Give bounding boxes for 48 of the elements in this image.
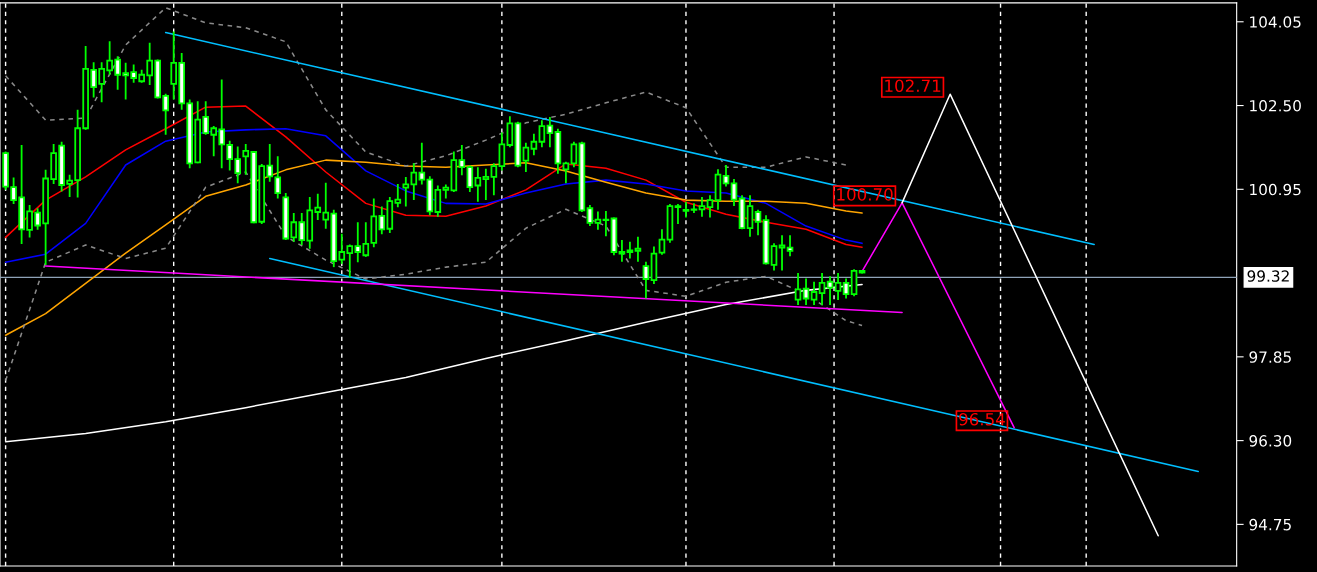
candlestick — [642, 260, 650, 300]
candlestick — [602, 210, 610, 238]
y-tick-label: 100.95 — [1250, 183, 1301, 196]
candlestick — [746, 194, 754, 238]
candlestick — [834, 272, 842, 302]
candlestick — [754, 208, 762, 237]
candlestick — [538, 119, 546, 149]
candlestick — [850, 268, 858, 298]
candlestick — [730, 178, 738, 207]
candlestick — [778, 234, 786, 272]
line-series — [4, 6, 847, 168]
candlestick — [490, 162, 498, 197]
y-tick-label: 97.85 — [1249, 351, 1291, 363]
candlestick — [378, 205, 386, 236]
candlestick — [522, 141, 530, 173]
ref-line-label: 99.32 — [1247, 270, 1289, 282]
y-tick-label: 104.05 — [1250, 16, 1301, 28]
candlestick — [546, 115, 554, 149]
candlestick — [794, 272, 802, 306]
y-tick-label: 94.75 — [1249, 518, 1291, 531]
candlestick — [458, 144, 466, 177]
candlestick — [634, 235, 642, 263]
candlestick — [394, 183, 402, 209]
candlestick — [594, 210, 602, 231]
candlestick — [570, 140, 578, 169]
candlestick — [722, 164, 730, 188]
data-label: 102.71 — [885, 79, 941, 93]
candlestick — [586, 204, 594, 227]
candlestick — [466, 164, 474, 193]
y-tick-label: 102.50 — [1250, 100, 1301, 112]
candlestick — [434, 184, 442, 218]
candlestick — [506, 115, 514, 149]
y-tick-label: 96.30 — [1249, 435, 1292, 447]
candlestick — [810, 280, 818, 306]
candlestick — [770, 242, 778, 272]
candlestick — [474, 166, 482, 203]
candlestick — [482, 167, 490, 202]
candlestick — [402, 175, 410, 208]
candlestick — [618, 239, 626, 263]
candlestick — [698, 195, 706, 218]
candlestick — [818, 272, 826, 306]
candlestick — [674, 202, 682, 225]
candlestick — [410, 162, 418, 202]
candlestick — [786, 234, 794, 258]
candlestick — [706, 194, 714, 219]
candlestick — [274, 155, 282, 200]
candlestick — [530, 132, 538, 157]
candlestick — [498, 131, 506, 172]
